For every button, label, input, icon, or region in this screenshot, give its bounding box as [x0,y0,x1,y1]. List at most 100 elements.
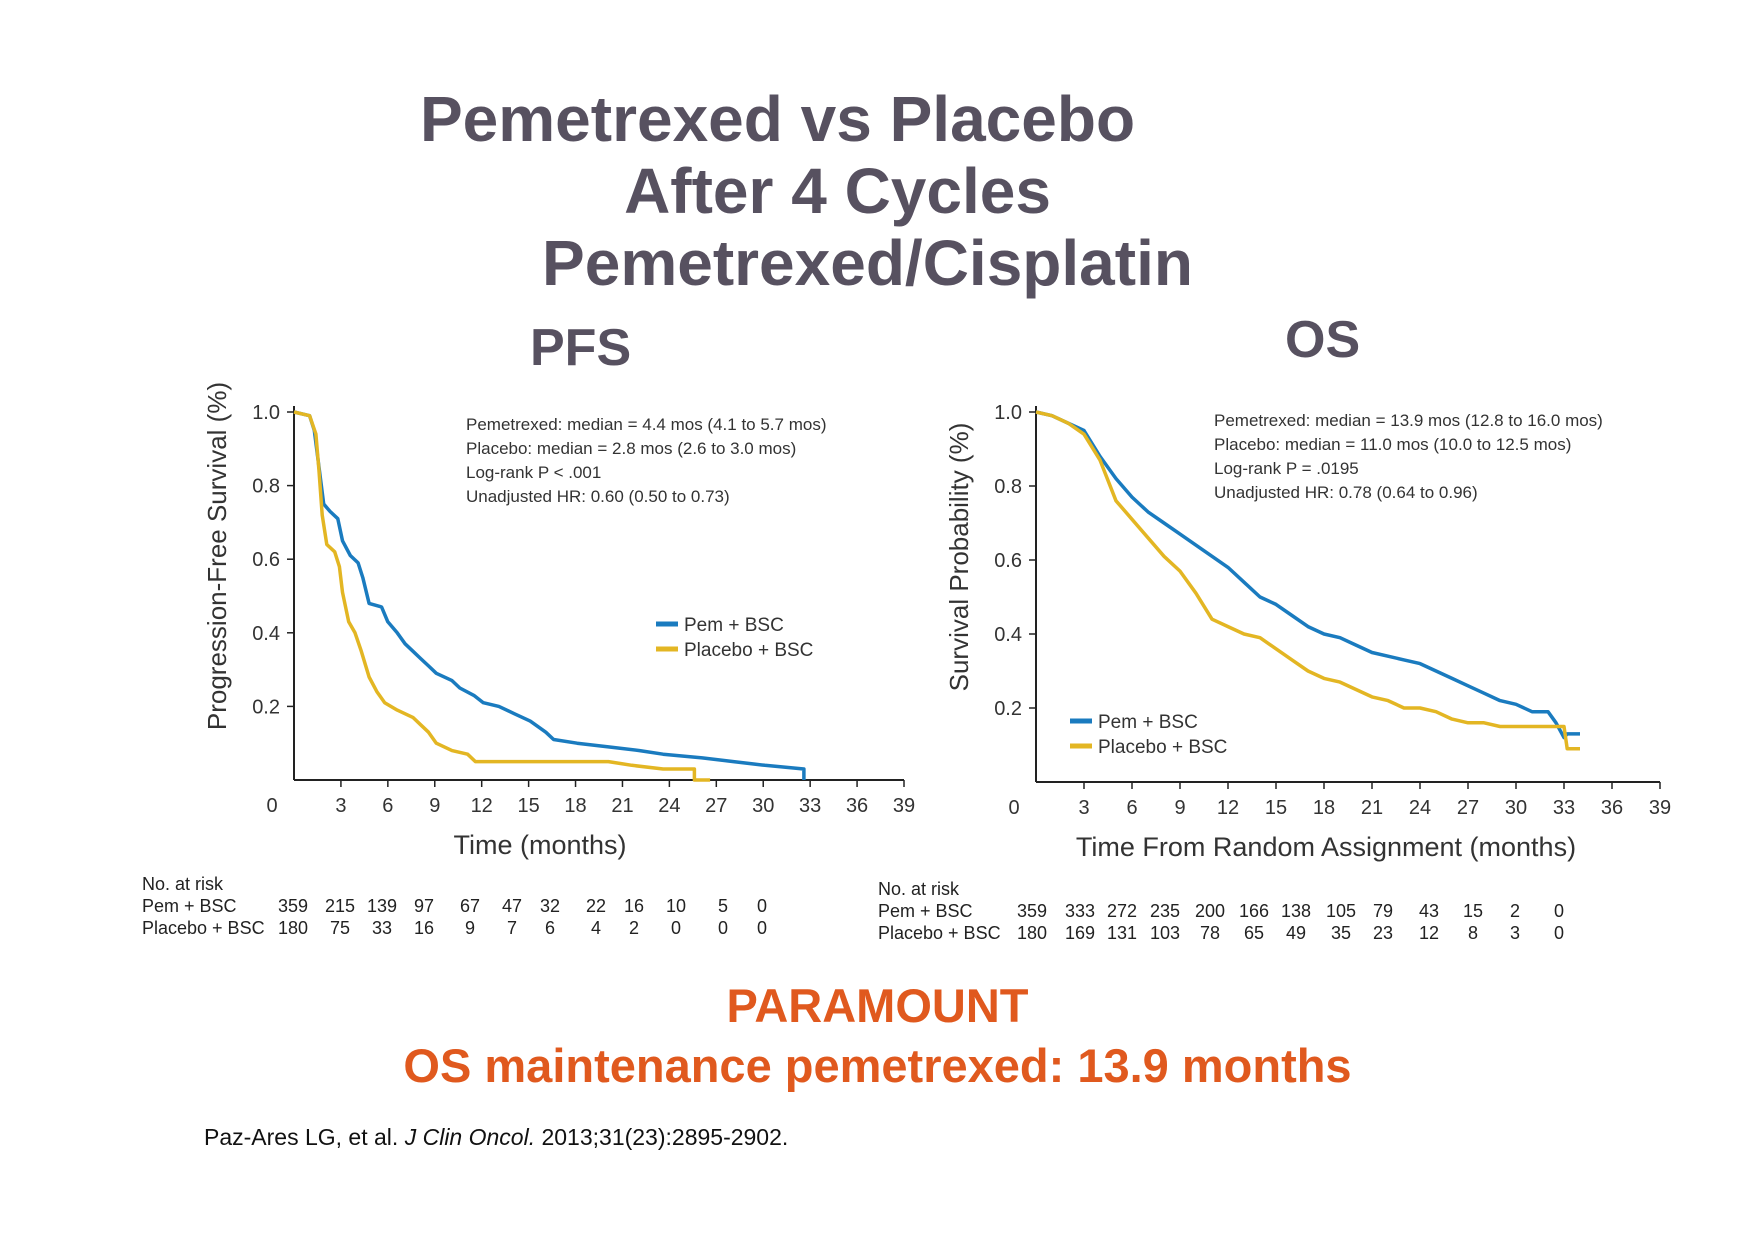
os-at-risk-value: 35 [1331,923,1351,943]
os-y-tick-label: 0.4 [994,624,1022,646]
pfs-at-risk-value: 4 [591,918,601,938]
pfs-at-risk-value: 215 [325,896,355,916]
pfs-at-risk-value: 32 [540,896,560,916]
os-y-tick-label: 0.8 [994,476,1022,498]
os-at-risk-value: 43 [1419,901,1439,921]
pfs-y-tick-label: 1.0 [252,402,280,424]
pfs-stat-line: Pemetrexed: median = 4.4 mos (4.1 to 5.7… [466,415,826,434]
pfs-at-risk-value: 5 [718,896,728,916]
os-x-axis-label: Time From Random Assignment (months) [1076,832,1576,862]
os-series-pem-line [1035,410,1580,740]
os-at-risk-value: 78 [1200,923,1220,943]
pfs-at-risk-value: 0 [671,918,681,938]
pfs-at-risk-value: 139 [367,896,397,916]
os-x-tick-label: 36 [1601,797,1623,819]
os-at-risk-value: 235 [1150,901,1180,921]
pfs-stat-line: Log-rank P < .001 [466,463,601,482]
pfs-at-risk-value: 180 [278,918,308,938]
pfs-at-risk-value: 97 [414,896,434,916]
os-y-axis-label: Survival Probability (%) [944,423,974,692]
os-at-risk-value: 23 [1373,923,1393,943]
os-at-risk-value: 138 [1281,901,1311,921]
os-at-risk-value: 105 [1326,901,1356,921]
os-x-tick-label: 39 [1649,797,1671,819]
pfs-x-tick-label: 27 [705,795,727,817]
pfs-x-tick-label: 6 [382,795,393,817]
os-at-risk-value: 49 [1286,923,1306,943]
pfs-y-tick-label: 0.4 [252,623,280,645]
os-x-tick-label: 30 [1505,797,1527,819]
citation-ref: 2013;31(23):2895-2902. [541,1124,789,1150]
pfs-at-risk-value: 9 [465,918,475,938]
pfs-y-tick-label: 0.6 [252,549,280,571]
pfs-x-tick-label: 36 [846,795,868,817]
os-stat-line: Placebo: median = 11.0 mos (10.0 to 12.5… [1214,435,1571,454]
pfs-at-risk-value: 359 [278,896,308,916]
os-at-risk-title: No. at risk [878,879,960,899]
os-at-risk-value: 15 [1463,901,1483,921]
os-x-tick-label: 33 [1553,797,1575,819]
os-at-risk-value: 180 [1017,923,1047,943]
pfs-x-tick-label: 15 [517,795,539,817]
pfs-legend-label: Pem + BSC [684,615,784,636]
pfs-y-axis-label: Progression-Free Survival (%) [202,382,232,730]
os-at-risk-value: 8 [1468,923,1478,943]
pfs-y-tick-label: 0.8 [252,476,280,498]
pfs-chart-title: PFS [530,319,632,377]
pfs-y-tick-label: 0.2 [252,696,280,718]
pfs-at-risk-value: 47 [502,896,522,916]
os-at-risk-value: 0 [1554,923,1564,943]
footer-study-name: PARAMOUNT [726,979,1029,1032]
os-at-risk-row-label: Pem + BSC [878,901,973,921]
os-at-risk-value: 166 [1239,901,1269,921]
pfs-x-tick-label: 3 [335,795,346,817]
pfs-at-risk-value: 33 [372,918,392,938]
pfs-x-tick-label: 39 [893,795,915,817]
pfs-at-risk-value: 7 [507,918,517,938]
os-at-risk-value: 131 [1107,923,1137,943]
os-x-tick-label: 27 [1457,797,1479,819]
os-stat-line: Unadjusted HR: 0.78 (0.64 to 0.96) [1214,483,1478,502]
pfs-x-tick-label: 30 [752,795,774,817]
os-legend-label: Placebo + BSC [1098,737,1227,758]
slide-title-line-2: After 4 Cycles [624,155,1051,227]
os-at-risk-value: 333 [1065,901,1095,921]
pfs-x-tick-label: 24 [658,795,680,817]
os-y-tick-label: 0.6 [994,550,1022,572]
pfs-x-tick-label: 9 [429,795,440,817]
pfs-at-risk-row-label: Pem + BSC [142,896,237,916]
pfs-x-tick-label: 0 [266,795,277,817]
os-y-tick-label: 0.2 [994,698,1022,720]
pfs-at-risk-value: 0 [757,896,767,916]
pfs-series-pem-line [293,410,806,780]
os-x-tick-label: 24 [1409,797,1431,819]
os-at-risk-row-label: Placebo + BSC [878,923,1001,943]
os-series-placebo-line [1035,410,1580,751]
citation: Paz-Ares LG, et al. J Clin Oncol. 2013;3… [204,1124,788,1151]
os-x-tick-label: 21 [1361,797,1383,819]
pfs-stat-line: Unadjusted HR: 0.60 (0.50 to 0.73) [466,487,730,506]
pfs-chart: 0 3 6 9 12 15 18 21 24 27 30 33 36 390.20.40.60.81.0T… [142,382,915,938]
pfs-x-tick-label: 18 [564,795,586,817]
os-at-risk-value: 12 [1419,923,1439,943]
pfs-at-risk-value: 0 [718,918,728,938]
os-x-tick-label: 12 [1217,797,1239,819]
os-at-risk-value: 2 [1510,901,1520,921]
os-x-tick-label: 9 [1174,797,1185,819]
os-at-risk-value: 169 [1065,923,1095,943]
os-chart-title: OS [1285,311,1361,369]
pfs-at-risk-value: 22 [586,896,606,916]
os-y-tick-label: 1.0 [994,402,1022,424]
pfs-at-risk-value: 6 [545,918,555,938]
pfs-legend-label: Placebo + BSC [684,640,813,661]
os-at-risk-value: 103 [1150,923,1180,943]
slide-title-line-1: Pemetrexed vs Placebo [419,83,1136,155]
os-chart: 0 3 6 9 12 15 18 21 24 27 30 33 36 390.20.40.60.81.0T… [878,402,1671,943]
pfs-series-placebo-line [293,410,711,782]
citation-author: Paz-Ares LG, et al. [204,1124,399,1150]
pfs-x-tick-label: 33 [799,795,821,817]
os-at-risk-value: 0 [1554,901,1564,921]
pfs-at-risk-title: No. at risk [142,874,224,894]
os-at-risk-value: 79 [1373,901,1393,921]
os-at-risk-value: 65 [1244,923,1264,943]
